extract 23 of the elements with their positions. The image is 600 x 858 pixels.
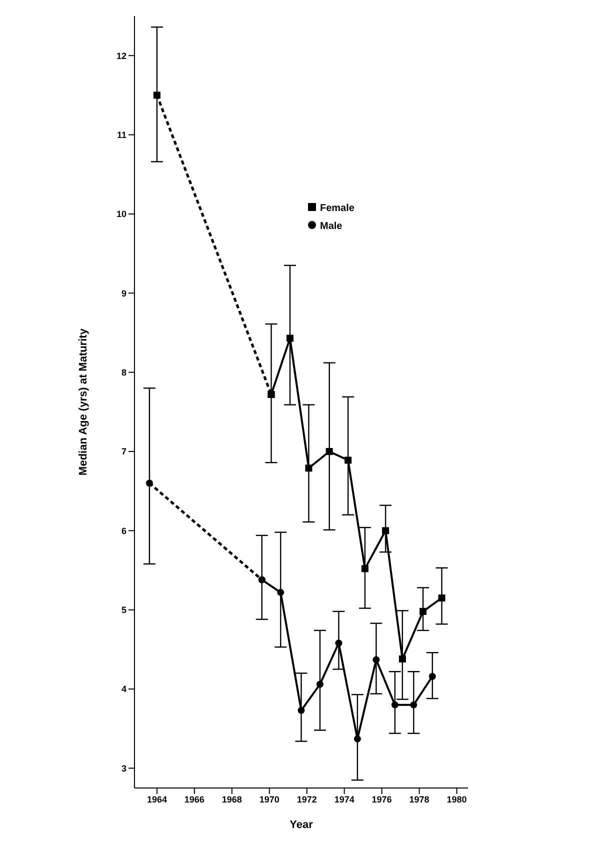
x-tick-label: 1974	[334, 794, 354, 804]
y-tick-label: 7	[121, 446, 126, 457]
x-tick-label: 1980	[446, 794, 467, 804]
x-tick-label: 1966	[184, 794, 204, 804]
x-tick-label: 1976	[372, 794, 392, 804]
x-tick-label: 1964	[146, 794, 167, 804]
y-tick-label: 11	[116, 130, 126, 140]
legend-label: Male	[320, 221, 342, 232]
x-tick-label: 1970	[259, 794, 280, 804]
y-tick-label: 5	[121, 605, 126, 616]
y-tick-label: 10	[116, 209, 126, 220]
y-tick-label: 6	[121, 526, 126, 536]
y-tick-label: 4	[121, 684, 126, 694]
y-axis-title: Median Age (yrs) at Maturity	[77, 328, 90, 476]
x-tick-label: 1978	[409, 794, 430, 804]
y-tick-label: 12	[116, 50, 126, 61]
x-tick-label: 1972	[296, 794, 317, 804]
y-tick-label: 8	[121, 368, 126, 378]
y-tick-label: 3	[121, 763, 126, 774]
x-axis-title: Year	[290, 819, 314, 831]
x-tick-label: 1968	[222, 794, 242, 804]
legend-label: Female	[320, 203, 354, 214]
y-tick-label: 9	[121, 288, 126, 298]
